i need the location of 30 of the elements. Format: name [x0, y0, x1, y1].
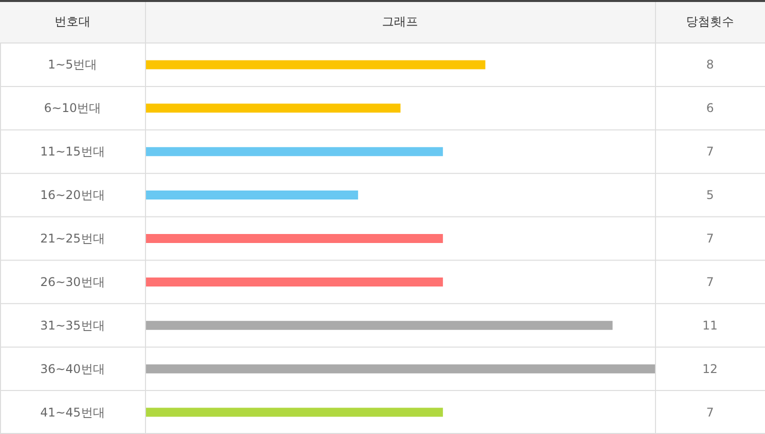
y-tick-label: 1~5번대 [48, 58, 98, 72]
bar [146, 364, 655, 374]
y-tick-label: 21~25번대 [40, 232, 105, 246]
bar [146, 190, 358, 200]
y-tick-label: 31~35번대 [40, 318, 105, 332]
data-label: 7 [706, 232, 714, 246]
data-label: 7 [706, 405, 714, 420]
data-label: 5 [706, 188, 714, 202]
y-tick-label: 36~40번대 [40, 362, 105, 376]
y-tick-label: 11~15번대 [40, 144, 105, 159]
data-label: 8 [706, 58, 714, 72]
bar [146, 320, 613, 330]
bar [146, 277, 443, 286]
y-tick-label: 6~10번대 [44, 101, 101, 116]
bar [146, 60, 486, 70]
y-axis-title: 번호대 [54, 14, 90, 28]
data-label: 7 [706, 144, 714, 159]
y-tick-label: 16~20번대 [40, 188, 105, 202]
y-tick-label: 41~45번대 [40, 405, 105, 420]
y-tick-label: 26~30번대 [40, 274, 105, 289]
data-label: 6 [706, 101, 714, 116]
x-axis-title: 그래프 [382, 14, 418, 28]
data-label: 11 [702, 318, 718, 332]
data-label: 12 [702, 362, 718, 376]
bar [146, 234, 443, 243]
bar [146, 104, 400, 113]
bar [146, 147, 443, 156]
text: 당첨횟수 [686, 14, 734, 28]
data-label: 7 [706, 274, 714, 289]
bar [146, 408, 443, 417]
